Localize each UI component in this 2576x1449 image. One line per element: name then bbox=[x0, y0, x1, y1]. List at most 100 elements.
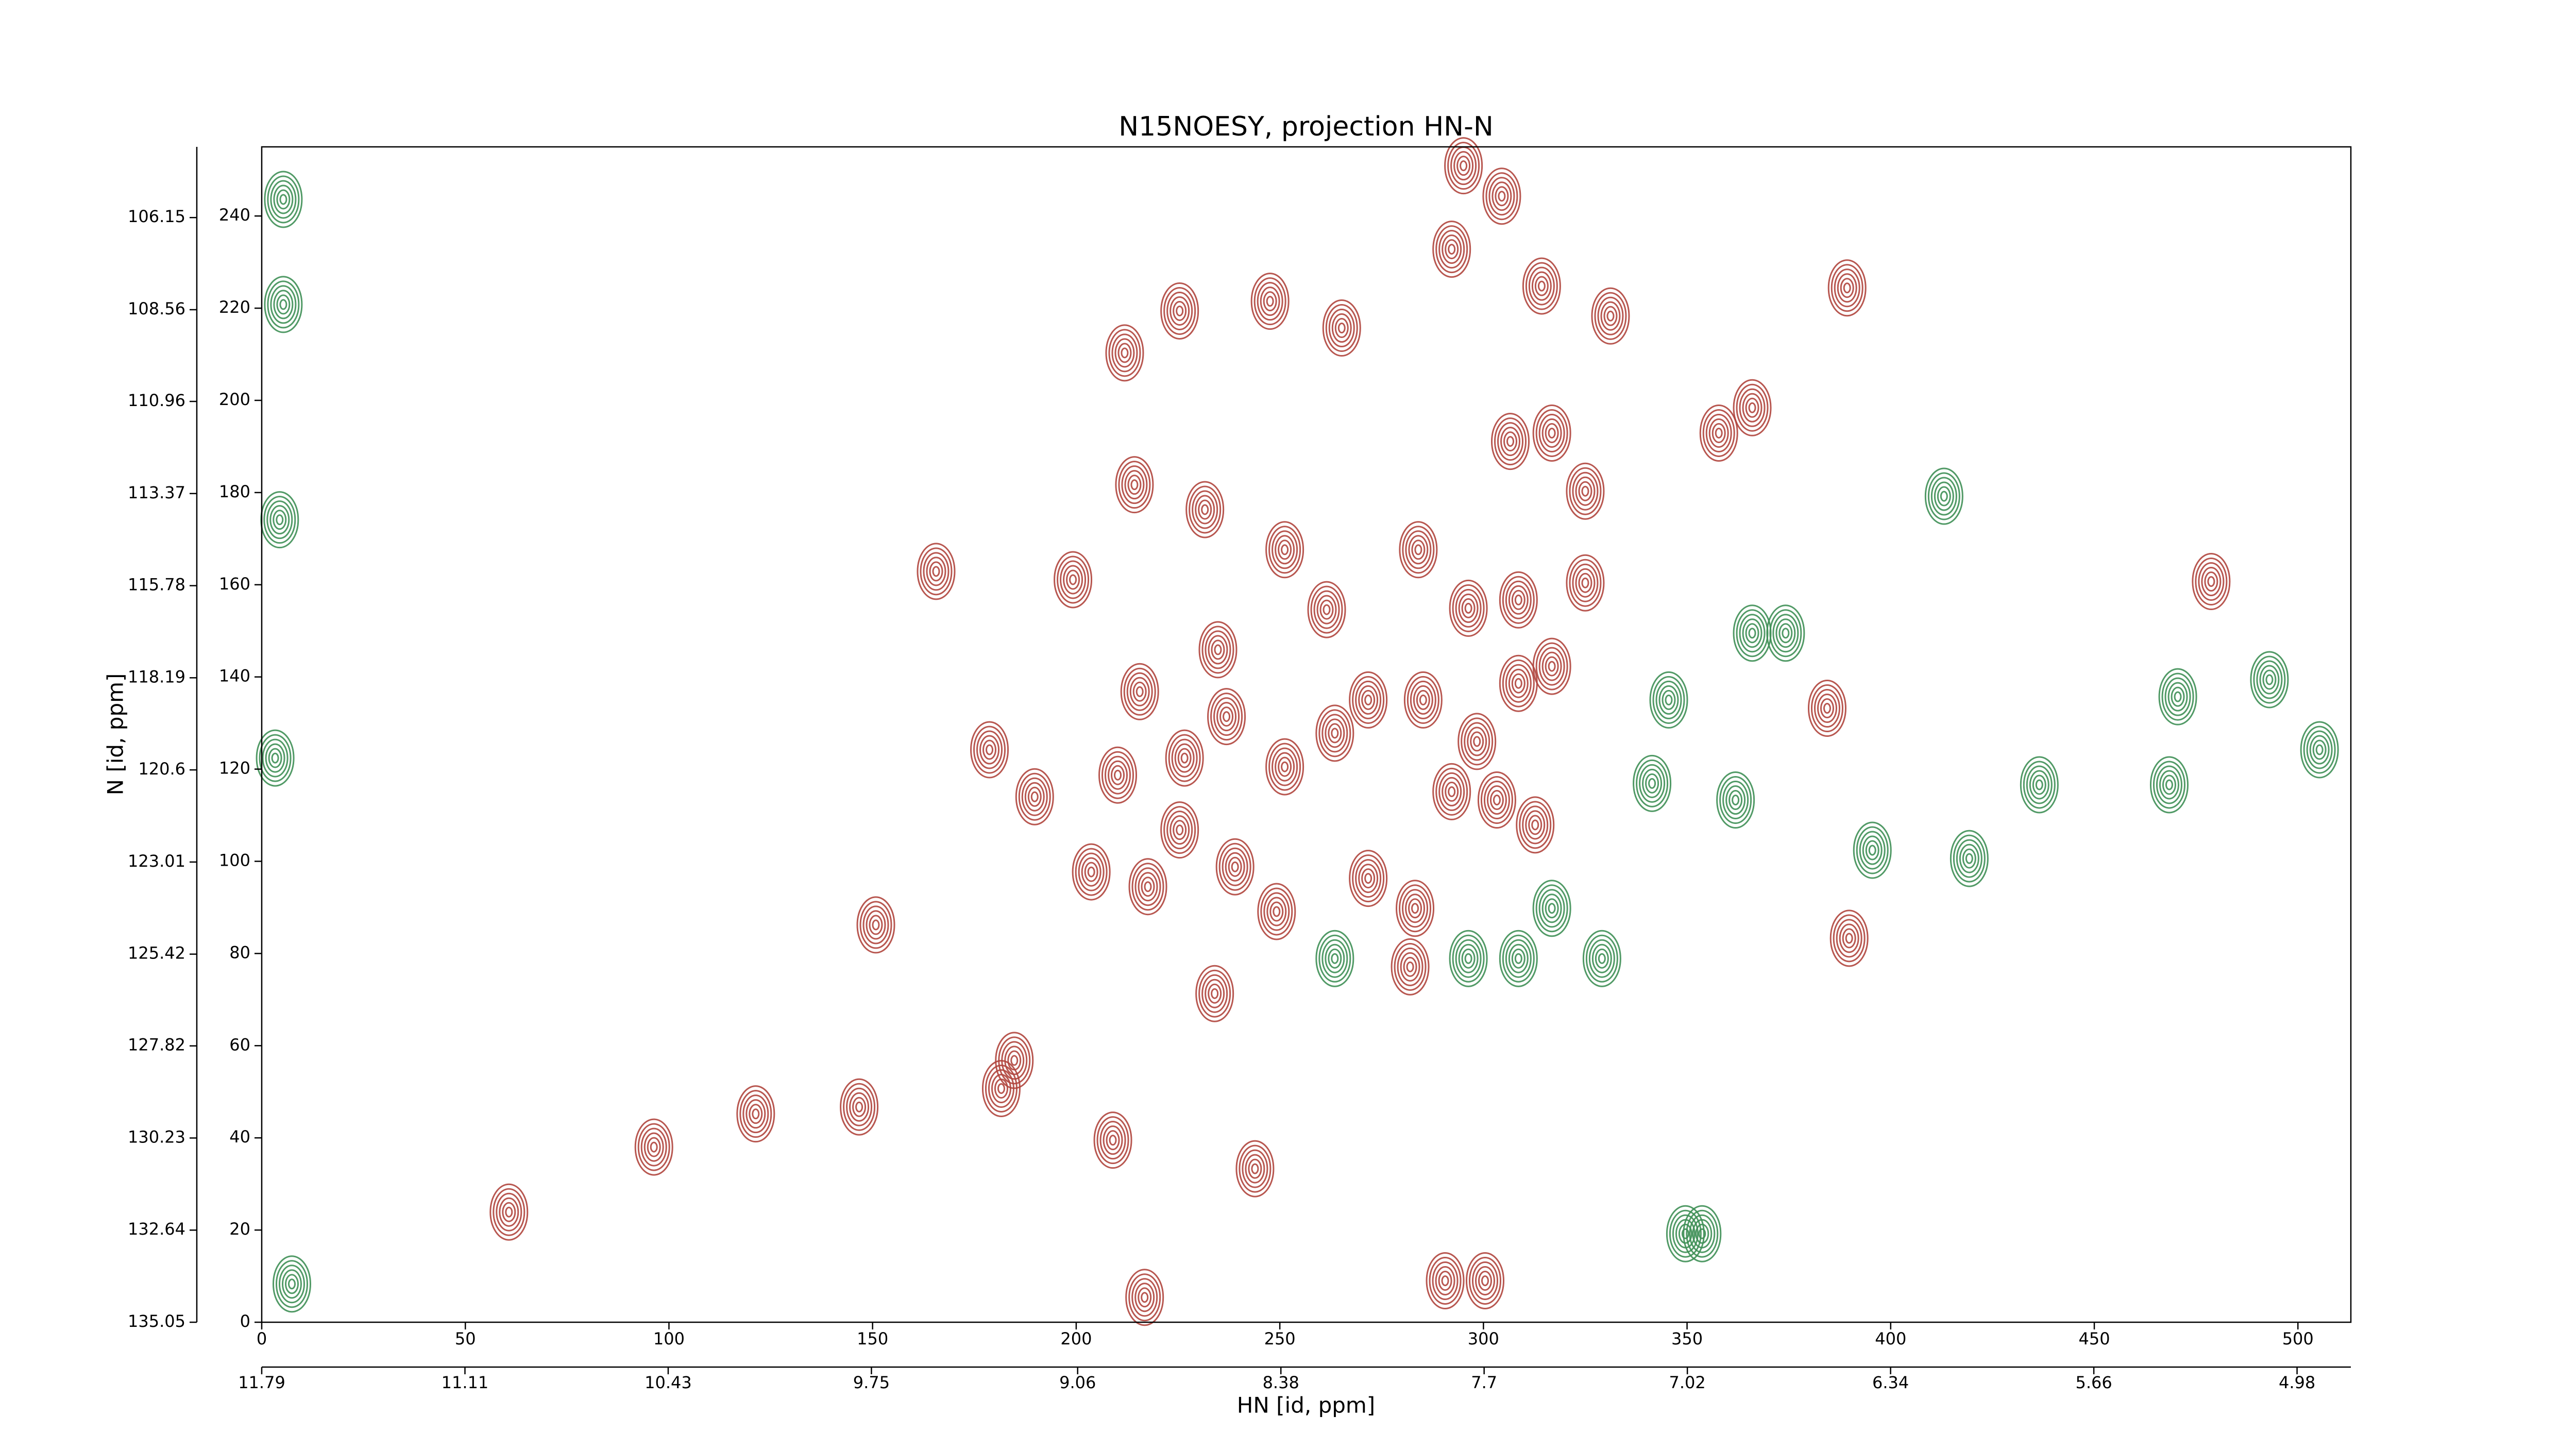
contour-ring bbox=[1739, 614, 1766, 653]
contour-ring bbox=[1456, 156, 1471, 176]
contour-ring bbox=[1455, 588, 1482, 628]
contour-ring bbox=[1566, 462, 1605, 520]
contour-ring bbox=[1444, 137, 1483, 195]
contour-ring bbox=[1930, 477, 1957, 516]
contour-ring bbox=[2174, 691, 2182, 702]
y-tick-label: 160 bbox=[219, 574, 250, 594]
y2-tick-label: 123.01 bbox=[128, 851, 185, 871]
y-tick-label: 220 bbox=[219, 297, 250, 317]
contour-ring bbox=[1834, 268, 1860, 308]
contour-ring bbox=[1195, 965, 1234, 1022]
contour-ring bbox=[1962, 848, 1976, 869]
contour-ring bbox=[269, 505, 290, 535]
contour-ring bbox=[1323, 604, 1331, 615]
contour-ring bbox=[1111, 765, 1125, 785]
contour-ring bbox=[1455, 939, 1482, 978]
contour-ring bbox=[1769, 609, 1802, 658]
contour-ring bbox=[1442, 234, 1462, 264]
contour-ring bbox=[1099, 1121, 1126, 1160]
peak bbox=[1699, 404, 1738, 462]
contour-ring bbox=[1260, 887, 1293, 936]
contour-ring bbox=[263, 496, 296, 544]
contour-ring bbox=[1399, 884, 1432, 933]
contour-ring bbox=[1114, 769, 1122, 781]
contour-ring bbox=[1121, 347, 1129, 359]
contour-ring bbox=[1084, 862, 1098, 882]
contour-ring bbox=[1410, 680, 1436, 719]
peak bbox=[1853, 821, 1892, 879]
contour-ring bbox=[1399, 521, 1438, 579]
x-tick-label: 350 bbox=[1671, 1329, 1703, 1349]
contour-ring bbox=[281, 1269, 302, 1299]
contour-ring bbox=[1263, 291, 1277, 312]
contour-ring bbox=[1263, 892, 1290, 931]
y2-tick-label: 110.96 bbox=[128, 391, 185, 410]
contour-ring bbox=[1683, 1205, 1722, 1262]
contour-ring bbox=[2165, 779, 2173, 790]
contour-ring bbox=[1719, 776, 1752, 824]
contour-ring bbox=[1265, 521, 1304, 579]
contour-ring bbox=[267, 280, 300, 329]
contour-ring bbox=[1532, 637, 1571, 695]
contour-ring bbox=[1498, 191, 1506, 202]
contour-ring bbox=[2192, 553, 2231, 611]
y2-tick-label: 127.82 bbox=[128, 1035, 185, 1055]
contour-ring bbox=[1511, 948, 1526, 969]
contour-ring bbox=[1807, 680, 1846, 737]
contour-ring bbox=[1827, 259, 1867, 317]
contour-ring bbox=[1578, 572, 1592, 593]
contour-ring bbox=[1766, 604, 1805, 662]
contour-ring bbox=[1435, 1266, 1455, 1295]
x2-tick-label: 6.34 bbox=[1872, 1373, 1909, 1392]
peak bbox=[2192, 553, 2231, 611]
peak bbox=[1716, 771, 1755, 829]
contour-ring bbox=[1129, 677, 1150, 706]
contour-ring bbox=[643, 1132, 664, 1162]
contour-ring bbox=[1541, 651, 1562, 681]
contour-ring bbox=[273, 510, 287, 530]
peak bbox=[1250, 273, 1290, 330]
peak bbox=[1315, 704, 1354, 762]
contour-ring bbox=[1432, 221, 1471, 278]
contour-ring bbox=[1448, 244, 1456, 255]
contour-ring bbox=[1581, 577, 1589, 588]
contour-ring bbox=[1497, 422, 1524, 461]
contour-ring bbox=[1453, 151, 1474, 181]
contour-ring bbox=[1445, 781, 1459, 802]
contour-ring bbox=[1505, 664, 1532, 703]
contour-ring bbox=[1525, 810, 1546, 840]
contour-ring bbox=[268, 748, 282, 768]
contour-ring bbox=[849, 1092, 870, 1122]
contour-ring bbox=[1127, 475, 1142, 495]
x-tick-label: 400 bbox=[1875, 1329, 1906, 1349]
peak bbox=[1499, 571, 1538, 629]
contour-ring bbox=[1535, 409, 1568, 457]
contour-ring bbox=[1441, 1275, 1449, 1286]
contour-ring bbox=[1281, 761, 1289, 772]
contour-ring bbox=[1500, 427, 1521, 457]
contour-ring bbox=[932, 566, 940, 577]
peak bbox=[1532, 404, 1571, 462]
contour-ring bbox=[1166, 291, 1193, 330]
contour-ring bbox=[1124, 470, 1145, 500]
contour-ring bbox=[1461, 717, 1494, 766]
peak bbox=[1015, 768, 1054, 825]
contour-ring bbox=[1278, 756, 1292, 777]
peak bbox=[634, 1118, 673, 1176]
contour-ring bbox=[1669, 1209, 1702, 1258]
contour-ring bbox=[1205, 979, 1225, 1008]
contour-ring bbox=[1406, 676, 1439, 724]
contour-ring bbox=[1117, 343, 1132, 363]
contour-ring bbox=[1708, 418, 1729, 448]
peak bbox=[1522, 257, 1561, 315]
contour-ring bbox=[1678, 1223, 1692, 1244]
contour-ring bbox=[1840, 278, 1854, 298]
contour-ring bbox=[1483, 781, 1510, 820]
contour-ring bbox=[1106, 1130, 1120, 1151]
contour-ring bbox=[2315, 744, 2324, 755]
contour-ring bbox=[1636, 759, 1669, 807]
peak bbox=[1160, 801, 1199, 859]
contour-ring bbox=[1502, 659, 1535, 707]
contour-ring bbox=[742, 1094, 769, 1134]
contour-ring bbox=[270, 285, 297, 324]
